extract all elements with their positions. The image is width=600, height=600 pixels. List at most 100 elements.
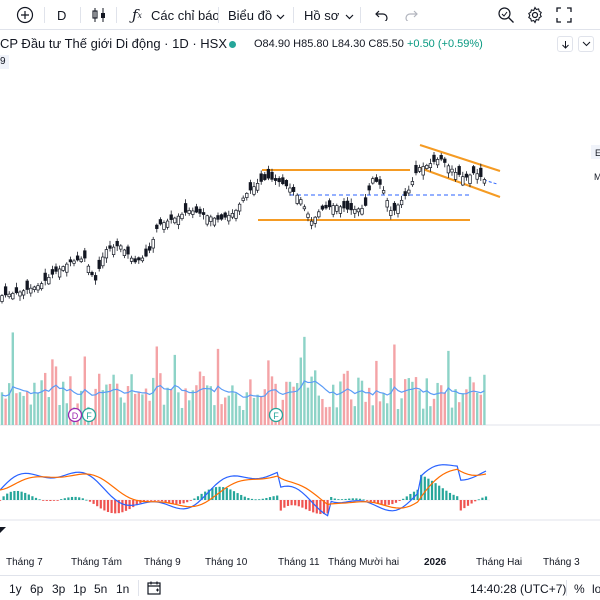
redo-button[interactable] — [400, 0, 422, 30]
candle-body — [201, 212, 206, 215]
volume-bar — [4, 398, 7, 425]
candle-body — [133, 258, 137, 263]
more-button[interactable] — [578, 36, 594, 52]
candle-body — [432, 154, 436, 162]
volume-bar — [328, 406, 331, 425]
candles-button[interactable] — [88, 0, 110, 30]
dividend-marker[interactable]: D — [67, 407, 83, 423]
collapse-button[interactable] — [557, 36, 573, 52]
fullscreen-button[interactable] — [553, 0, 575, 30]
volume-bar — [450, 407, 454, 425]
bottom-toolbar: 1y 6p 3p 1p 5n 1n 14:40:28 (UTC+7) % lo — [0, 575, 600, 600]
volume-bar — [29, 404, 32, 425]
range-1m-button[interactable]: 1p — [73, 582, 87, 596]
quick-search-button[interactable] — [495, 0, 517, 30]
channel-upper-line[interactable] — [419, 144, 501, 172]
macd-histogram-bar — [34, 497, 38, 500]
volume-bar — [126, 386, 130, 425]
chart-type-dropdown[interactable]: Biểu đồ — [228, 0, 285, 30]
volume-bar — [461, 393, 464, 425]
volume-bar — [62, 381, 65, 425]
financial-marker[interactable]: F — [268, 407, 284, 423]
layout-dropdown[interactable]: Hồ sơ — [304, 0, 354, 30]
volume-bar — [393, 344, 396, 425]
macd-histogram-bar — [9, 491, 12, 500]
log-scale-toggle[interactable]: lo — [592, 582, 600, 596]
volume-bar — [177, 392, 180, 425]
macd-histogram-bar — [312, 500, 315, 513]
price-chart[interactable]: E M D F F — [0, 55, 600, 575]
candle-body — [471, 166, 476, 174]
redo-icon — [400, 4, 422, 26]
candle-body — [407, 189, 411, 194]
volume-bar — [69, 376, 72, 425]
range-6m-button[interactable]: 6p — [30, 582, 44, 596]
volume-bar — [195, 385, 198, 425]
add-symbol-button[interactable] — [14, 0, 36, 30]
time-axis[interactable]: Tháng 7 Tháng Tám Tháng 9 Tháng 10 Tháng… — [0, 555, 600, 571]
volume-bar — [476, 392, 479, 425]
volume-bar — [425, 378, 428, 425]
macd-histogram-bar — [322, 500, 326, 515]
volume-bar — [335, 407, 338, 425]
time-axis-label: Tháng 10 — [205, 557, 248, 568]
candle-body — [259, 173, 263, 182]
candle-body — [7, 293, 11, 298]
time-axis-label: Tháng 7 — [6, 557, 43, 568]
macd-histogram-bar — [31, 496, 34, 500]
candle-body — [223, 212, 227, 218]
volume-bar — [299, 357, 302, 425]
volume-bar — [119, 397, 122, 425]
macd-histogram-bar — [196, 496, 200, 500]
interval-button[interactable]: D — [57, 0, 66, 30]
volume-bar — [188, 400, 191, 425]
macd-histogram-bar — [304, 500, 308, 510]
candle-body — [180, 213, 184, 220]
candle-body — [158, 219, 163, 225]
time-axis-label: Tháng Tám — [71, 557, 122, 568]
candle-body — [399, 199, 404, 206]
volume-bar — [292, 386, 295, 425]
macd-histogram-bar — [441, 488, 444, 500]
volume-series — [0, 332, 486, 425]
settings-button[interactable] — [524, 0, 546, 30]
time-axis-label: Tháng 9 — [144, 557, 181, 568]
macd-histogram-bar — [78, 497, 81, 500]
volume-bar — [191, 390, 194, 425]
volume-bar — [224, 397, 227, 425]
range-5d-button[interactable]: 5n — [94, 582, 108, 596]
candle-body — [349, 203, 353, 211]
range-1d-button[interactable]: 1n — [116, 582, 130, 596]
candle-body — [108, 245, 112, 249]
candle-body — [151, 239, 155, 249]
macd-histogram-bar — [117, 500, 120, 514]
macd-histogram-bar — [330, 496, 333, 500]
undo-button[interactable] — [371, 0, 393, 30]
volume-bar — [166, 387, 169, 425]
macd-histogram-bar — [70, 496, 74, 500]
macd-histogram-bar — [150, 500, 153, 501]
symbol-title[interactable]: CP Đầu tư Thế giới Di động · 1D · HSX — [0, 36, 228, 51]
macd-histogram-bar — [448, 492, 452, 500]
candle-body — [439, 155, 443, 160]
percent-scale-toggle[interactable]: % — [574, 582, 585, 596]
range-1y-button[interactable]: 1y — [9, 582, 22, 596]
channel-lower-line[interactable] — [419, 167, 501, 198]
volume-bar — [47, 397, 50, 425]
trend-drawings[interactable] — [258, 144, 501, 221]
goto-date-button[interactable] — [146, 580, 162, 599]
macd-histogram-bar — [474, 500, 477, 502]
candle-body — [302, 206, 307, 210]
range-3m-button[interactable]: 3p — [52, 582, 66, 596]
macd-histogram-bar — [207, 489, 210, 500]
candle-body — [119, 245, 123, 250]
candle-body — [385, 200, 389, 208]
financial-marker[interactable]: F — [81, 407, 97, 423]
candle-body — [468, 174, 472, 184]
candle-body — [324, 204, 328, 209]
chevron-down-icon — [345, 8, 354, 23]
clock-timezone[interactable]: 14:40:28 (UTC+7) — [470, 582, 567, 596]
volume-bar — [378, 401, 382, 425]
macd-histogram-bar — [92, 500, 95, 504]
